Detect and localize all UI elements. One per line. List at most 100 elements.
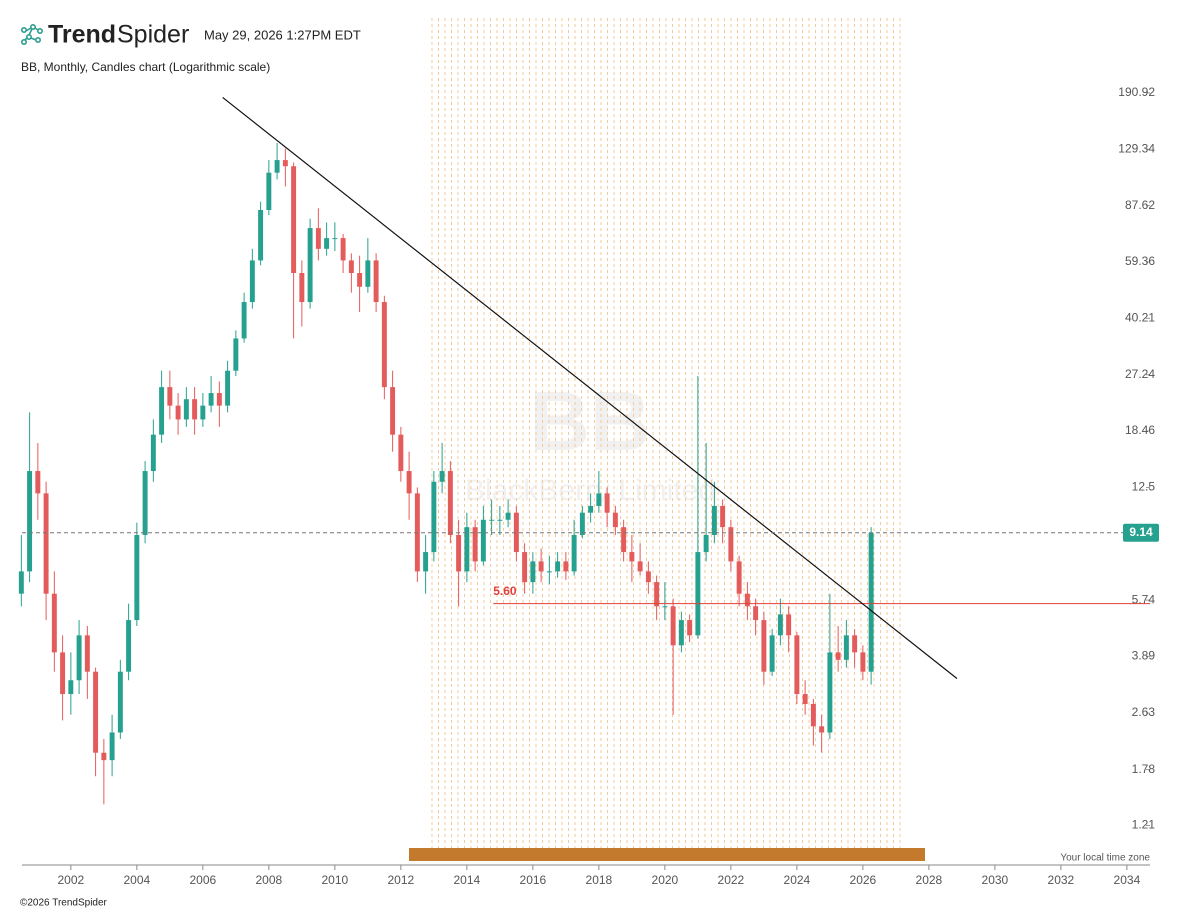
candle-body: [472, 527, 478, 562]
y-tick-label: 1.78: [1132, 762, 1156, 776]
x-tick-label: 2024: [784, 873, 811, 887]
candle-body: [480, 519, 486, 562]
candle-body: [860, 652, 866, 672]
y-tick-label: 190.92: [1118, 85, 1155, 99]
y-tick-label: 59.36: [1125, 254, 1155, 268]
x-tick-label: 2034: [1114, 873, 1141, 887]
x-tick-label: 2010: [322, 873, 349, 887]
candle-body: [192, 399, 198, 420]
event-shading: [431, 18, 901, 848]
candle-body: [868, 532, 874, 672]
candle-body: [579, 512, 585, 536]
watermark-name: BlackBerry Limited: [465, 474, 715, 507]
candle-body: [513, 512, 519, 553]
candle-body: [93, 671, 99, 753]
candle-body: [126, 620, 132, 672]
candle-body: [390, 387, 396, 435]
candle-body: [629, 552, 635, 562]
x-tick-label: 2002: [57, 873, 84, 887]
candle-body: [51, 593, 57, 653]
candle-body: [357, 273, 363, 287]
candle-body: [522, 552, 528, 583]
watermark-symbol: BB: [529, 374, 650, 468]
candle-body: [819, 726, 825, 733]
candle-body: [794, 635, 800, 695]
candle-body: [703, 535, 709, 553]
x-tick-label: 2018: [586, 873, 613, 887]
last-price-box: [1123, 523, 1159, 542]
candle-body: [637, 561, 643, 572]
x-tick-label: 2008: [256, 873, 283, 887]
candle-body: [852, 635, 858, 653]
candle-body: [315, 228, 321, 249]
candle-body: [282, 160, 288, 167]
candle-body: [546, 571, 552, 573]
candle-body: [555, 561, 561, 572]
candle-body: [27, 471, 33, 572]
candle-body: [249, 260, 255, 303]
candle-body: [134, 535, 140, 621]
candle-body: [406, 471, 412, 494]
candle-body: [423, 552, 429, 572]
candle-body: [538, 561, 544, 572]
x-tick-label: 2020: [652, 873, 679, 887]
candle-body: [365, 260, 371, 287]
brand-bold: Trend: [48, 21, 116, 49]
candle-body: [208, 393, 214, 406]
candle-body: [274, 160, 280, 173]
timestamp: May 29, 2026 1:27PM EDT: [204, 27, 361, 42]
candle-body: [159, 387, 165, 435]
candle-body: [225, 370, 231, 406]
candle-body: [233, 338, 239, 371]
candle-body: [588, 505, 594, 513]
candle-body: [612, 512, 618, 528]
event-bar: [409, 848, 925, 861]
candle-body: [505, 512, 511, 520]
candle-body: [299, 273, 305, 303]
chart-title: BB, Monthly, Candles chart (Logarithmic …: [21, 60, 270, 74]
candle-body: [348, 260, 354, 274]
candle-body: [695, 552, 701, 636]
trendline: [222, 96, 958, 679]
y-tick-label: 18.46: [1125, 423, 1155, 437]
candle-body: [843, 635, 849, 660]
x-tick-label: 2016: [520, 873, 547, 887]
logo-icon: [20, 23, 43, 45]
candle-body: [687, 620, 693, 636]
timezone: Your local time zone: [1060, 853, 1150, 864]
candle-body: [307, 228, 313, 303]
candle-body: [175, 405, 181, 420]
x-tick-label: 2006: [189, 873, 216, 887]
candle-body: [596, 493, 602, 506]
candle-body: [753, 606, 759, 621]
candle-body: [200, 405, 206, 420]
candle-body: [241, 302, 247, 339]
candle-body: [621, 527, 627, 553]
candle-body: [101, 752, 107, 761]
candle-body: [728, 527, 734, 562]
y-tick-label: 1.21: [1132, 818, 1156, 832]
x-tick-label: 2032: [1048, 873, 1075, 887]
x-tick-label: 2004: [123, 873, 150, 887]
candle-body: [216, 393, 222, 406]
candle-body: [670, 606, 676, 646]
candle-body: [678, 620, 684, 646]
x-tick-label: 2030: [982, 873, 1009, 887]
copyright: ©2026 TrendSpider: [20, 898, 108, 909]
candle-body: [711, 505, 717, 536]
candle-body: [654, 582, 660, 607]
candle-body: [497, 519, 503, 521]
candle-body: [835, 652, 841, 660]
candle-body: [117, 671, 123, 733]
candle-body: [456, 535, 462, 572]
y-tick-label: 2.63: [1132, 705, 1156, 719]
candle-body: [736, 561, 742, 594]
candle-body: [802, 694, 808, 705]
candle-body: [464, 527, 470, 572]
candle-body: [183, 399, 189, 420]
candle-body: [167, 387, 173, 406]
candle-body: [761, 620, 767, 672]
candle-body: [810, 704, 816, 727]
candle-body: [109, 732, 115, 761]
